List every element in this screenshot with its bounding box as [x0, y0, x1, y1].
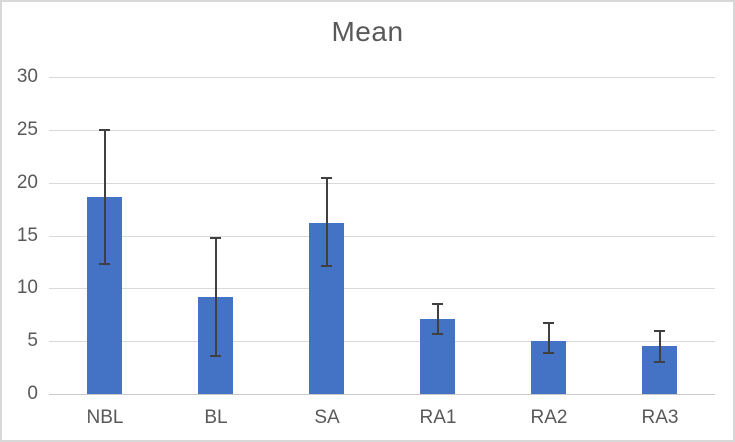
x-label-SA: SA [314, 407, 340, 428]
error-bar-cap-bottom-BL [210, 355, 221, 357]
x-label-RA2: RA2 [530, 407, 568, 428]
error-bar-cap-top-RA1 [432, 303, 443, 305]
error-bar-cap-bottom-SA [321, 265, 332, 267]
gridline-30 [49, 77, 715, 78]
chart-title[interactable]: Mean [331, 16, 404, 47]
error-bar-cap-bottom-RA1 [432, 333, 443, 335]
y-tick-label-25: 25 [16, 119, 38, 140]
y-tick-label-10: 10 [16, 277, 38, 298]
y-tick-label-0: 0 [27, 383, 38, 404]
gridline-25 [49, 130, 715, 131]
gridline-10 [49, 288, 715, 289]
error-bar-NBL [104, 130, 106, 264]
gridline-0 [49, 394, 715, 395]
error-bar-cap-top-RA2 [543, 322, 554, 324]
error-bar-cap-top-SA [321, 177, 332, 179]
x-label-RA3: RA3 [641, 407, 679, 428]
error-bar-cap-top-NBL [99, 129, 110, 131]
gridline-5 [49, 341, 715, 342]
error-bar-RA1 [437, 304, 439, 334]
error-bar-SA [326, 178, 328, 266]
error-bar-RA3 [659, 331, 661, 363]
y-tick-label-15: 15 [16, 225, 38, 246]
x-label-RA1: RA1 [419, 407, 457, 428]
x-label-BL: BL [204, 407, 228, 428]
y-tick-label-5: 5 [27, 330, 38, 351]
error-bar-cap-top-RA3 [654, 330, 665, 332]
error-bar-RA2 [548, 323, 550, 353]
error-bar-cap-bottom-NBL [99, 263, 110, 265]
error-bar-cap-top-BL [210, 237, 221, 239]
error-bar-BL [215, 238, 217, 356]
gridline-20 [49, 183, 715, 184]
error-bar-cap-bottom-RA3 [654, 361, 665, 363]
error-bar-cap-bottom-RA2 [543, 352, 554, 354]
gridline-15 [49, 236, 715, 237]
y-tick-label-30: 30 [16, 66, 38, 87]
y-tick-label-20: 20 [16, 172, 38, 193]
x-label-NBL: NBL [86, 407, 124, 428]
